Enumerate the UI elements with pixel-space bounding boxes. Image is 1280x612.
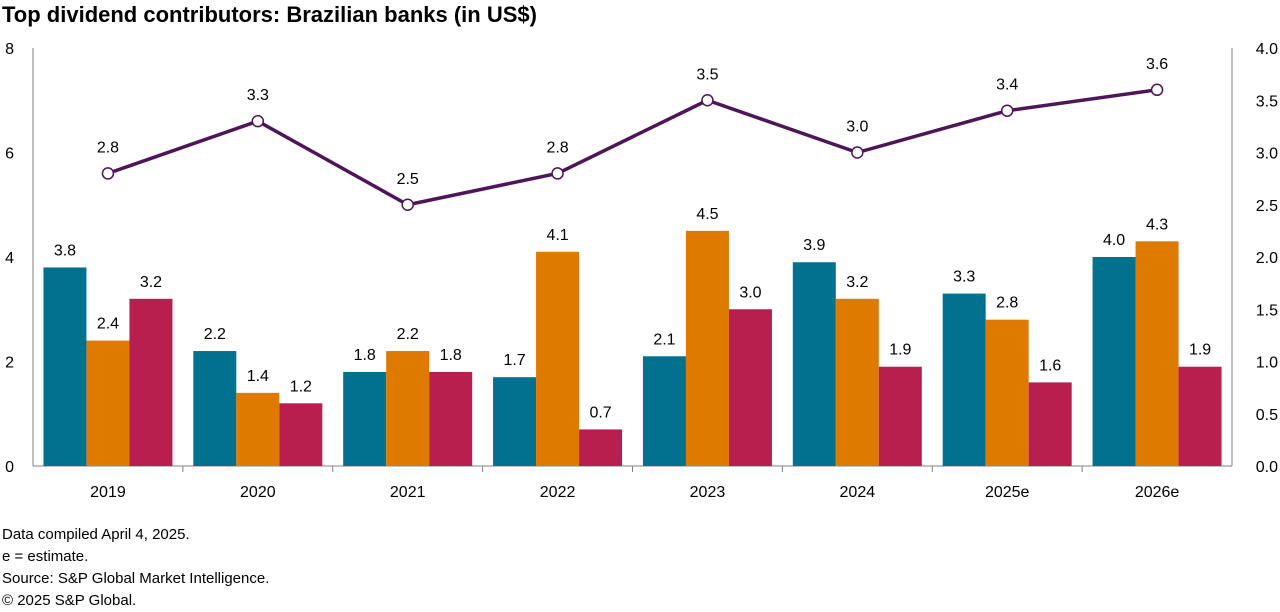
bar-value-label: 2.8	[996, 295, 1018, 312]
bar-value-label: 1.9	[1189, 342, 1211, 359]
bar	[193, 351, 237, 466]
bar-value-label: 1.8	[354, 347, 376, 364]
line-series	[107, 88, 1158, 207]
bar	[343, 371, 387, 466]
right-tick-label: 0.0	[1256, 459, 1278, 476]
bar-value-label: 1.9	[889, 342, 911, 359]
bar	[386, 351, 430, 466]
bar	[942, 293, 986, 466]
bar-value-label: 3.3	[953, 269, 975, 286]
bar	[1028, 382, 1072, 466]
bar-value-label: 4.5	[696, 206, 718, 223]
line-point	[851, 146, 864, 159]
line-value-label: 2.5	[397, 171, 419, 188]
chart-title: Top dividend contributors: Brazilian ban…	[2, 2, 537, 27]
bar-value-label: 4.0	[1103, 232, 1125, 249]
bar-value-label: 1.4	[247, 368, 269, 385]
right-tick-label: 2.0	[1256, 250, 1278, 267]
bar	[429, 371, 473, 466]
bar-value-label: 3.2	[140, 274, 162, 291]
bar-value-label: 2.4	[97, 316, 119, 333]
line-point	[251, 114, 265, 128]
bar	[685, 230, 729, 466]
right-tick-label: 1.0	[1256, 355, 1278, 372]
left-tick-label: 4	[5, 250, 14, 267]
bar	[129, 298, 173, 466]
bar	[1178, 366, 1222, 466]
bar-value-label: 1.8	[440, 347, 462, 364]
bar-value-label: 4.1	[546, 227, 568, 244]
bar	[536, 251, 580, 466]
footnote-source: Source: S&P Global Market Intelligence.	[2, 570, 270, 587]
bar	[493, 377, 537, 466]
bar	[579, 429, 623, 466]
footnote-estimate: e = estimate.	[2, 548, 89, 565]
x-tick-label: 2025e	[985, 484, 1030, 501]
bar	[279, 403, 323, 466]
line-value-label: 3.0	[846, 119, 868, 136]
right-tick-label: 2.5	[1256, 198, 1278, 215]
right-tick-label: 3.0	[1256, 146, 1278, 163]
x-tick-label: 2024	[840, 484, 876, 501]
bar	[236, 392, 280, 466]
left-tick-label: 0	[5, 459, 14, 476]
bar-value-label: 3.0	[739, 284, 761, 301]
line-point	[401, 198, 414, 211]
bar	[86, 340, 130, 466]
right-tick-label: 3.5	[1256, 93, 1278, 110]
bar	[642, 356, 686, 466]
bar-value-label: 1.7	[503, 352, 525, 369]
left-tick-label: 8	[5, 41, 14, 58]
footnote-data-compiled: Data compiled April 4, 2025.	[2, 526, 190, 543]
bar-value-label: 2.2	[397, 326, 419, 343]
left-tick-label: 6	[5, 146, 14, 163]
line-value-label: 2.8	[546, 139, 568, 156]
bar-value-label: 3.2	[846, 274, 868, 291]
line-point	[101, 167, 115, 180]
footnotes: Data compiled April 4, 2025. e = estimat…	[2, 524, 269, 612]
bar	[1092, 257, 1136, 466]
x-tick-label: 2019	[90, 484, 126, 501]
right-tick-label: 1.5	[1256, 302, 1278, 319]
x-tick-label: 2026e	[1135, 484, 1180, 501]
line-point	[701, 94, 714, 107]
bar-value-label: 3.8	[54, 242, 76, 259]
right-tick-label: 4.0	[1256, 41, 1278, 58]
line-value-label: 3.4	[996, 77, 1018, 94]
x-tick-label: 2020	[240, 484, 276, 501]
bar	[43, 267, 87, 466]
x-tick-label: 2023	[690, 484, 726, 501]
line-value-label: 3.5	[696, 66, 718, 83]
bar	[985, 319, 1029, 466]
line-value-label: 3.3	[247, 87, 269, 104]
bar	[835, 298, 879, 466]
line-value-label: 3.6	[1146, 56, 1168, 73]
left-tick-label: 2	[5, 355, 14, 372]
x-tick-label: 2021	[390, 484, 426, 501]
line-value-label: 2.8	[97, 139, 119, 156]
bar-value-label: 1.6	[1039, 357, 1061, 374]
bar	[728, 309, 772, 466]
bar-value-label: 0.7	[589, 404, 611, 421]
bar-value-label: 2.1	[653, 331, 675, 348]
bar-value-label: 3.9	[803, 237, 825, 254]
line-point	[1150, 83, 1164, 97]
bar	[878, 366, 922, 466]
bar	[792, 262, 836, 466]
line-point	[1000, 104, 1014, 117]
bar-value-label: 2.2	[204, 326, 226, 343]
bar-value-label: 4.3	[1146, 216, 1168, 233]
footnote-copyright: © 2025 S&P Global.	[2, 592, 137, 609]
x-tick-label: 2022	[540, 484, 576, 501]
bar-value-label: 1.2	[290, 378, 312, 395]
line-point	[551, 167, 564, 180]
bar	[1135, 241, 1179, 466]
right-tick-label: 0.5	[1256, 407, 1278, 424]
